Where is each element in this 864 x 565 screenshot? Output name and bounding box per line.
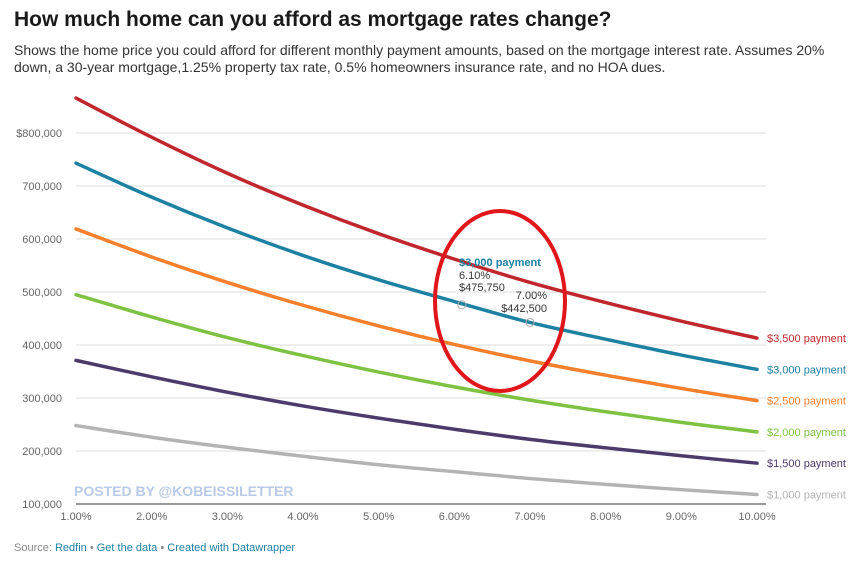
y-tick-label: 300,000 [22, 393, 62, 405]
annotation-p2-rate: 7.00% [516, 290, 547, 302]
grid-lines [76, 132, 766, 505]
y-tick-label: 600,000 [22, 234, 62, 246]
series-line-1-000-payment [74, 423, 759, 497]
chart-title: How much home can you afford as mortgage… [14, 8, 612, 31]
y-axis-ticks: 100,000 200,000 300,000 400,000 500,000 600,0… [16, 128, 62, 511]
series-label-2-000-payment: $2,000 payment [767, 427, 846, 439]
footer-separator: • [157, 542, 168, 554]
series-line-3-000-payment [74, 161, 759, 372]
datawrapper-link[interactable]: Created with Datawrapper [167, 542, 296, 554]
y-tick-label: 200,000 [22, 446, 62, 458]
annotation-p1-value: $475,750 [459, 282, 505, 294]
y-tick-label: 400,000 [22, 340, 62, 352]
annotation-point-1 [457, 300, 467, 310]
source-label: Source: [14, 542, 55, 554]
annotation-p2-value: $442,500 [501, 303, 547, 315]
series-label-1-500-payment: $1,500 payment [767, 458, 846, 470]
x-tick-label: 4.00% [287, 511, 318, 523]
footer-separator: • [86, 542, 97, 554]
annotation-p1-rate: 6.10% [459, 270, 490, 282]
y-tick-label: 500,000 [22, 287, 62, 299]
series-line-2-500-payment [74, 227, 759, 403]
x-tick-label: 9.00% [666, 511, 697, 523]
y-tick-label: 700,000 [22, 181, 62, 193]
annotation-point-2 [525, 317, 535, 327]
x-tick-label: 2.00% [136, 511, 167, 523]
series-label-1-000-payment: $1,000 payment [767, 489, 846, 501]
series-label-2-500-payment: $2,500 payment [767, 396, 846, 408]
x-axis-ticks: 1.00% 2.00% 3.00% 4.00% 5.00% 6.00% 7.00% 8.00%… [60, 511, 775, 523]
series-line-3-500-payment [74, 96, 759, 340]
source-link[interactable]: Redfin [54, 542, 87, 554]
chart-subtitle: Shows the home price you could afford fo… [14, 42, 825, 75]
x-tick-label: 8.00% [590, 511, 621, 523]
x-tick-label: 10.00% [738, 511, 776, 523]
series-line-2-000-payment [74, 292, 759, 434]
series-lines [74, 96, 759, 497]
y-tick-label: 100,000 [22, 499, 62, 511]
watermark: POSTED BY @KOBEISSILETTER [74, 483, 294, 499]
red-highlight-circle [433, 209, 567, 393]
x-tick-label: 3.00% [212, 511, 243, 523]
x-tick-label: 7.00% [514, 511, 545, 523]
annotation-title: $3,000 payment [459, 257, 541, 269]
series-label-3-500-payment: $3,500 payment [767, 333, 846, 345]
series-labels: $3,500 payment $3,000 payment $2,500 payme… [767, 333, 846, 501]
x-tick-label: 5.00% [363, 511, 394, 523]
x-tick-label: 1.00% [60, 511, 91, 523]
annotation-group: $3,000 payment 6.10% $475,750 7.00% $442… [457, 257, 547, 327]
footer: Source: Redfin • Get the data • Created … [14, 542, 295, 554]
x-tick-label: 6.00% [439, 511, 470, 523]
get-data-link[interactable]: Get the data [96, 542, 158, 554]
y-tick-label: $800,000 [16, 128, 62, 140]
series-line-1-500-payment [74, 358, 759, 465]
series-label-3-000-payment: $3,000 payment [767, 364, 846, 376]
